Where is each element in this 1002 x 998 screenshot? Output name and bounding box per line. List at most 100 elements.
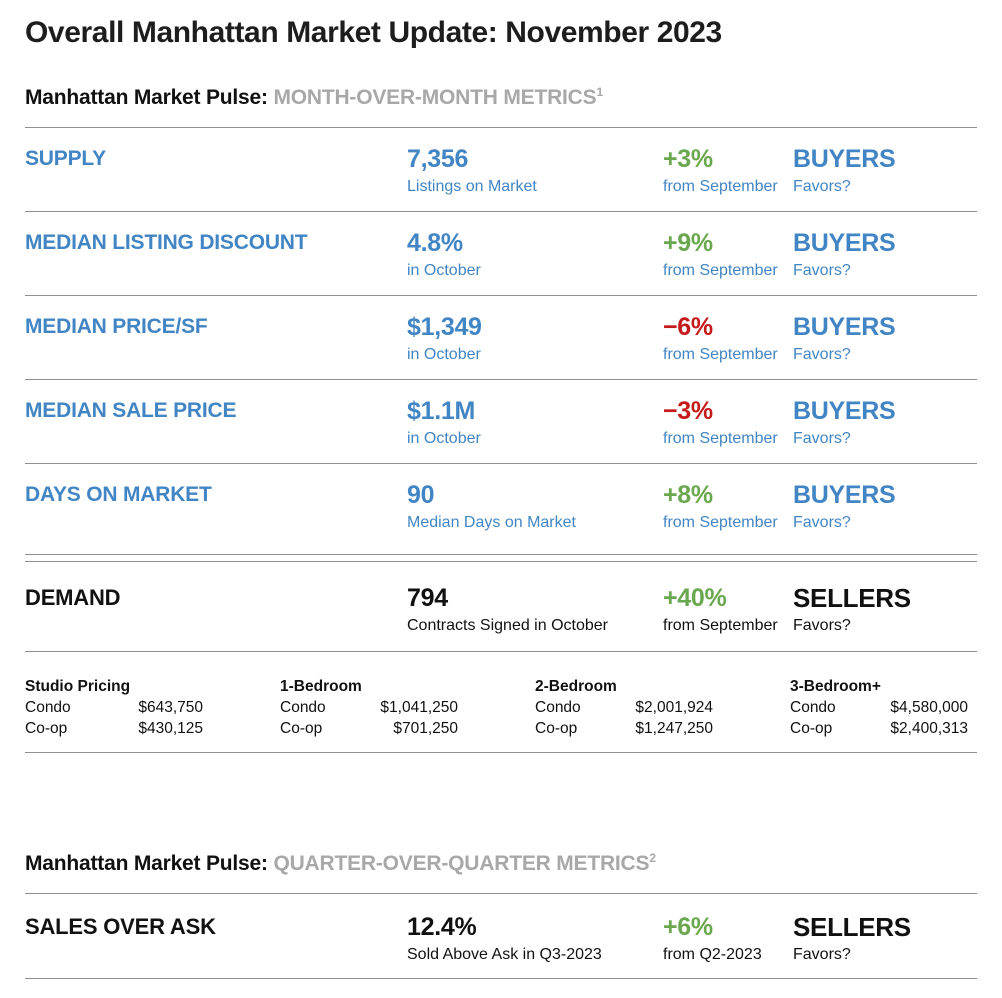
metric-value-block: 7,356 Listings on Market	[407, 147, 663, 196]
metric-change-block: +3% from September	[663, 147, 793, 196]
favors-value: BUYERS	[793, 313, 896, 341]
metric-value-sublabel: Listings on Market	[407, 178, 537, 195]
unit-type-label: Co-op	[25, 720, 68, 737]
metric-change: −6%	[663, 313, 713, 341]
pricing-group-header: 2-Bedroom	[535, 678, 617, 695]
favors-value: BUYERS	[793, 481, 896, 509]
metric-change: −3%	[663, 397, 713, 425]
metric-value-block: 90 Median Days on Market	[407, 483, 663, 532]
metric-value: 12.4%	[407, 913, 477, 941]
metric-label: MEDIAN LISTING DISCOUNT	[25, 231, 308, 254]
favors-value: SELLERS	[793, 583, 911, 613]
price-value: $701,250	[393, 720, 458, 737]
separator-line	[25, 554, 977, 555]
metric-row-median-listing-discount: MEDIAN LISTING DISCOUNT 4.8% in October …	[25, 212, 977, 295]
unit-type-label: Condo	[25, 699, 71, 716]
pricing-row: Co-op $1,247,250	[535, 718, 713, 739]
separator-line	[25, 651, 977, 652]
report-title: Overall Manhattan Market Update: Novembe…	[25, 16, 722, 49]
pricing-group-2-bedroom: 2-Bedroom Condo $2,001,924 Co-op $1,247,…	[535, 676, 790, 752]
metric-change: +3%	[663, 145, 713, 173]
pricing-row: Co-op $2,400,313	[790, 718, 968, 739]
separator-line	[25, 893, 977, 894]
separator-line	[25, 463, 977, 464]
pricing-group-3-bedroom-plus: 3-Bedroom+ Condo $4,580,000 Co-op $2,400…	[790, 676, 977, 752]
price-value: $430,125	[138, 720, 203, 737]
pricing-group-studio: Studio Pricing Condo $643,750 Co-op $430…	[25, 676, 280, 752]
metric-value-sublabel: in October	[407, 430, 481, 447]
favors-block: BUYERS Favors?	[793, 147, 977, 196]
favors-sublabel: Favors?	[793, 430, 851, 447]
unit-type-label: Condo	[280, 699, 326, 716]
favors-value: SELLERS	[793, 912, 911, 942]
favors-sublabel: Favors?	[793, 262, 851, 279]
metric-change-sublabel: from Q2-2023	[663, 946, 762, 963]
metric-label: SUPPLY	[25, 147, 106, 170]
separator-line	[25, 978, 977, 979]
favors-sublabel: Favors?	[793, 178, 851, 195]
metric-change-sublabel: from September	[663, 178, 778, 195]
pricing-row: Condo $1,041,250	[280, 697, 458, 718]
separator-line	[25, 752, 977, 753]
metric-label: SALES OVER ASK	[25, 914, 216, 939]
metric-change-block: −6% from September	[663, 315, 793, 364]
price-value: $643,750	[138, 699, 203, 716]
favors-block: BUYERS Favors?	[793, 231, 977, 280]
favors-value: BUYERS	[793, 397, 896, 425]
section-heading-prefix: Manhattan Market Pulse:	[25, 852, 268, 875]
section-heading-month-over-month: Manhattan Market Pulse: MONTH-OVER-MONTH…	[25, 80, 977, 110]
metric-value-block: 12.4% Sold Above Ask in Q3-2023	[407, 915, 663, 964]
pricing-row: Condo $4,580,000	[790, 697, 968, 718]
metric-change-sublabel: from September	[663, 346, 778, 363]
metric-value-sublabel: in October	[407, 262, 481, 279]
pricing-row: Condo $2,001,924	[535, 697, 713, 718]
pricing-group-header: 1-Bedroom	[280, 678, 362, 695]
metric-value-block: $1.1M in October	[407, 399, 663, 448]
unit-type-label: Co-op	[535, 720, 578, 737]
price-value: $1,041,250	[380, 699, 458, 716]
metric-value-sublabel: in October	[407, 346, 481, 363]
pricing-row: Co-op $701,250	[280, 718, 458, 739]
metric-change-sublabel: from September	[663, 514, 778, 531]
metric-value-block: 794 Contracts Signed in October	[407, 586, 663, 635]
favors-value: BUYERS	[793, 229, 896, 257]
favors-sublabel: Favors?	[793, 617, 851, 634]
metric-change-block: −3% from September	[663, 399, 793, 448]
metric-change-block: +40% from September	[663, 586, 793, 635]
favors-block: BUYERS Favors?	[793, 315, 977, 364]
pricing-group-1-bedroom: 1-Bedroom Condo $1,041,250 Co-op $701,25…	[280, 676, 535, 752]
metric-row-sales-over-ask: SALES OVER ASK 12.4% Sold Above Ask in Q…	[25, 894, 977, 978]
price-value: $4,580,000	[890, 699, 968, 716]
pricing-table: Studio Pricing Condo $643,750 Co-op $430…	[25, 652, 977, 752]
metric-label: DAYS ON MARKET	[25, 483, 212, 506]
metric-change: +6%	[663, 913, 713, 941]
unit-type-label: Co-op	[790, 720, 833, 737]
separator-line	[25, 379, 977, 380]
metric-value: $1,349	[407, 313, 482, 341]
separator-line	[25, 295, 977, 296]
favors-sublabel: Favors?	[793, 514, 851, 531]
metric-change-sublabel: from September	[663, 430, 778, 447]
footnote-superscript: 1	[596, 85, 603, 99]
metric-change: +40%	[663, 584, 727, 612]
pricing-row: Condo $643,750	[25, 697, 203, 718]
metric-row-median-sale-price: MEDIAN SALE PRICE $1.1M in October −3% f…	[25, 380, 977, 463]
price-value: $1,247,250	[635, 720, 713, 737]
metric-label: DEMAND	[25, 585, 121, 610]
favors-value: BUYERS	[793, 145, 896, 173]
metric-change-sublabel: from September	[663, 262, 778, 279]
metric-value-sublabel: Sold Above Ask in Q3-2023	[407, 946, 602, 963]
metric-row-median-price-sf: MEDIAN PRICE/SF $1,349 in October −6% fr…	[25, 296, 977, 379]
unit-type-label: Condo	[535, 699, 581, 716]
metric-change: +8%	[663, 481, 713, 509]
metric-change: +9%	[663, 229, 713, 257]
separator-line	[25, 127, 977, 128]
separator-line	[25, 561, 977, 562]
footnote-superscript: 2	[649, 851, 656, 865]
metric-value: 90	[407, 481, 435, 509]
favors-block: BUYERS Favors?	[793, 399, 977, 448]
favors-block: BUYERS Favors?	[793, 483, 977, 532]
metric-value: 7,356	[407, 145, 469, 173]
metric-change-block: +9% from September	[663, 231, 793, 280]
